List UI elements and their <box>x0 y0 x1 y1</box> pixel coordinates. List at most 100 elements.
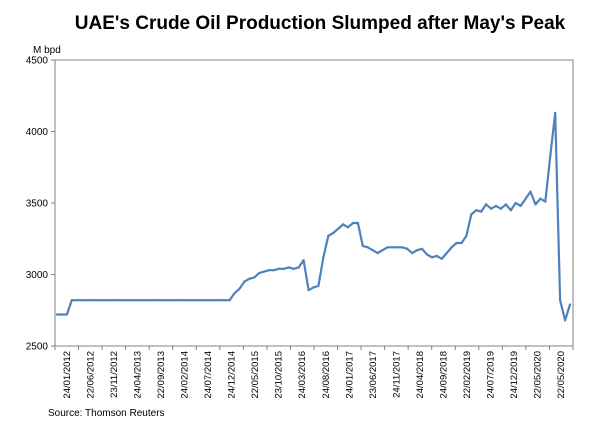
data-point <box>450 246 453 249</box>
data-point <box>55 313 59 316</box>
x-tick-label: 22/02/2019 <box>462 351 473 399</box>
data-point <box>223 299 226 302</box>
data-point <box>361 244 364 247</box>
data-point <box>519 204 522 207</box>
data-point <box>475 209 478 212</box>
data-point <box>179 299 182 302</box>
data-point <box>302 259 305 262</box>
data-point <box>544 200 547 203</box>
data-point <box>504 203 507 206</box>
x-tick-label: 24/12/2019 <box>509 351 520 399</box>
data-point <box>149 299 152 302</box>
x-tick-label: 24/01/2017 <box>344 351 355 399</box>
data-point <box>144 299 147 302</box>
data-point <box>460 241 463 245</box>
data-point <box>85 299 88 302</box>
data-point <box>272 269 276 272</box>
data-point <box>282 267 285 270</box>
data-point <box>287 266 290 269</box>
x-tick-label: 22/05/2015 <box>250 351 261 399</box>
data-point <box>396 246 399 249</box>
data-point <box>401 246 404 249</box>
data-point <box>376 252 379 255</box>
data-point <box>90 299 93 302</box>
data-point <box>105 299 108 302</box>
data-point <box>100 299 103 302</box>
data-point <box>332 231 335 235</box>
data-point <box>445 252 448 255</box>
x-tick-label: 24/07/2014 <box>203 351 214 399</box>
data-point <box>120 299 123 302</box>
x-tick-label: 24/09/2018 <box>439 351 450 399</box>
series-line <box>57 111 572 322</box>
data-point <box>125 299 128 302</box>
x-tick-label: 24/11/2017 <box>391 351 402 398</box>
data-point <box>430 256 433 259</box>
data-point <box>312 286 315 289</box>
x-tick-label: 22/05/2020 <box>556 351 567 399</box>
data-point <box>564 319 567 322</box>
x-tick-label: 22/09/2013 <box>156 351 167 399</box>
data-point <box>238 287 241 290</box>
data-point <box>455 241 458 245</box>
data-point <box>529 190 532 193</box>
data-point <box>115 299 118 302</box>
data-point <box>233 292 236 295</box>
data-point <box>189 299 192 302</box>
data-point <box>248 277 251 280</box>
data-point <box>420 247 424 250</box>
data-point <box>297 266 300 269</box>
data-point <box>110 299 113 302</box>
data-point <box>134 299 137 302</box>
data-point <box>243 280 246 283</box>
data-point <box>218 299 221 302</box>
data-point <box>440 257 443 260</box>
data-point <box>386 246 389 249</box>
data-point <box>356 221 359 225</box>
data-point <box>213 299 216 302</box>
data-point <box>307 289 310 292</box>
data-point <box>184 299 187 302</box>
x-tick-label: 23/11/2012 <box>109 351 120 398</box>
data-point <box>327 234 330 237</box>
data-point <box>337 227 340 230</box>
data-point <box>470 213 473 216</box>
data-point <box>263 270 266 273</box>
data-point <box>70 299 73 302</box>
data-point <box>480 210 483 213</box>
data-point <box>95 299 98 302</box>
data-point <box>371 249 374 252</box>
y-axis-unit-label: M bpd <box>33 45 61 56</box>
x-tick-label: 23/06/2017 <box>368 351 379 399</box>
data-point <box>549 154 552 157</box>
data-point <box>169 299 172 302</box>
data-point <box>435 254 438 257</box>
plot-area-frame <box>54 59 574 347</box>
x-axis: 24/01/2012 22/06/2012 23/11/2012 24/04/2013… <box>54 346 574 399</box>
data-point <box>317 284 320 287</box>
x-tick-label: 23/10/2015 <box>274 351 285 399</box>
data-point <box>268 269 271 272</box>
x-tick-label: 22/06/2012 <box>85 351 96 399</box>
data-point <box>342 223 345 226</box>
data-point <box>524 197 527 200</box>
data-point <box>203 299 207 302</box>
data-point <box>75 299 78 302</box>
data-point <box>411 252 414 255</box>
x-tick-label: 24/02/2014 <box>180 351 191 399</box>
x-tick-label: 24/04/2018 <box>415 351 426 399</box>
data-point <box>322 256 325 259</box>
data-point <box>292 267 295 270</box>
data-point <box>198 299 202 302</box>
y-tick-label: 4500 <box>26 56 49 67</box>
x-tick-label: 24/04/2013 <box>132 351 143 399</box>
data-point <box>391 246 394 249</box>
y-tick-label: 2500 <box>26 342 49 353</box>
data-point <box>568 303 572 306</box>
data-point <box>534 203 537 206</box>
data-point <box>129 299 133 302</box>
x-tick-label: 24/12/2014 <box>227 351 238 399</box>
data-point <box>258 272 261 275</box>
data-point <box>425 253 429 256</box>
y-tick-label: 4000 <box>26 127 49 138</box>
